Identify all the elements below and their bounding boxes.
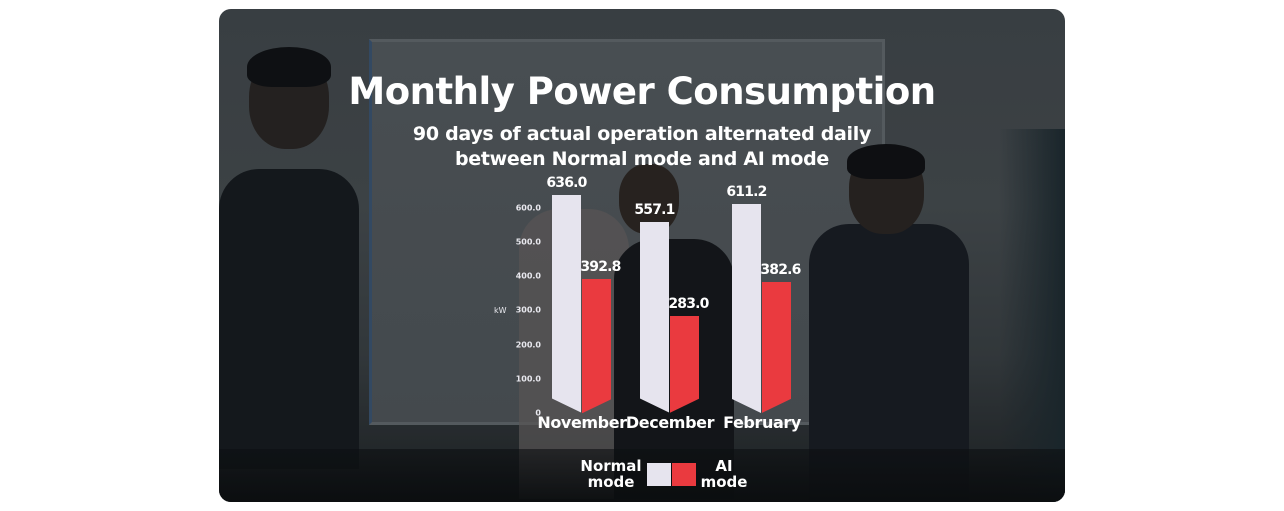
person-silhouette bbox=[219, 169, 359, 469]
bar-value-label: 382.6 bbox=[760, 262, 801, 279]
y-tick-label: 400.0 bbox=[515, 271, 541, 281]
bar-normal-mode bbox=[552, 195, 581, 413]
legend-normal-line-1: Normal bbox=[580, 457, 642, 475]
bar-normal-mode bbox=[732, 203, 761, 413]
person-silhouette bbox=[847, 144, 925, 179]
bar-ai-mode bbox=[582, 278, 611, 413]
bar-normal-mode bbox=[640, 222, 669, 413]
bar-ai-mode bbox=[762, 282, 791, 413]
legend-ai-line-2: mode bbox=[700, 473, 748, 491]
y-axis-label: kW bbox=[494, 306, 507, 315]
y-tick-label: 200.0 bbox=[515, 340, 541, 350]
x-category-label: December bbox=[625, 413, 715, 432]
y-tick-label: 300.0 bbox=[515, 305, 541, 315]
bar-value-label: 557.1 bbox=[634, 202, 675, 219]
x-category-label: November bbox=[537, 413, 627, 432]
y-tick-label: 100.0 bbox=[515, 374, 541, 384]
legend-ai-swatch bbox=[672, 463, 696, 486]
chart-title: Monthly Power Consumption bbox=[348, 70, 936, 113]
legend-ai-label: AI mode bbox=[700, 458, 748, 490]
legend-normal-label: Normal mode bbox=[580, 458, 642, 490]
legend-normal-line-2: mode bbox=[587, 473, 635, 491]
chairs-foreground bbox=[219, 449, 1065, 502]
legend-ai-line-1: AI bbox=[715, 457, 733, 475]
person-silhouette bbox=[619, 164, 679, 234]
x-category-label: February bbox=[723, 413, 801, 432]
subtitle-line-1: 90 days of actual operation alternated d… bbox=[412, 123, 872, 145]
bar-value-label: 283.0 bbox=[668, 296, 709, 313]
bar-value-label: 636.0 bbox=[546, 175, 587, 192]
y-tick-label: 500.0 bbox=[515, 237, 541, 247]
chart-subtitle: 90 days of actual operation alternated d… bbox=[0, 122, 1284, 172]
y-tick-label: 600.0 bbox=[515, 203, 541, 213]
bar-value-label: 611.2 bbox=[726, 183, 767, 200]
subtitle-line-2: between Normal mode and AI mode bbox=[454, 148, 830, 170]
background-photo bbox=[219, 9, 1065, 502]
blurred-figure bbox=[999, 129, 1065, 502]
bar-ai-mode bbox=[670, 316, 699, 413]
person-silhouette bbox=[247, 47, 331, 87]
bar-value-label: 392.8 bbox=[580, 258, 621, 275]
legend-normal-swatch bbox=[647, 463, 671, 486]
y-tick-label: 0 bbox=[535, 408, 541, 418]
